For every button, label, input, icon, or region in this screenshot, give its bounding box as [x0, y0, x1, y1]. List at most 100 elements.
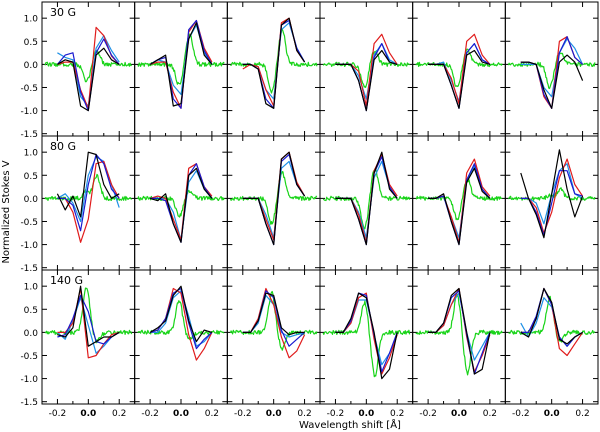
- x-tick-label: -0.2: [49, 409, 67, 419]
- series-green-line: [322, 300, 411, 378]
- row-label: 140 G: [50, 274, 83, 287]
- y-tick-label: 0.0: [24, 195, 39, 205]
- x-tick-label: -0.2: [234, 409, 252, 419]
- series-black-line: [428, 287, 491, 375]
- panel-r3-c3: -0.2 0.0 0.2: [226, 269, 321, 419]
- x-tick-label: 0.0: [358, 409, 374, 419]
- x-tick-label: -0.2: [512, 409, 530, 419]
- panel-frame: [226, 1, 321, 137]
- y-tick-label: 1.0: [24, 149, 39, 159]
- panel-r3-c2: -0.2 0.0 0.2: [134, 269, 228, 419]
- series-cyan-line: [520, 38, 584, 98]
- panel-frame: [134, 135, 228, 271]
- series-red-line: [57, 287, 120, 359]
- x-tick-label: 0.2: [205, 409, 219, 419]
- panel-r1-c5: [412, 1, 506, 137]
- series-cyan-line: [335, 42, 398, 100]
- series-blue-line: [56, 38, 120, 112]
- series-black-line: [335, 49, 398, 112]
- series-black-line: [428, 167, 491, 246]
- series-black-line: [242, 292, 305, 336]
- series-red-line: [520, 158, 584, 234]
- series-black-line: [520, 287, 583, 345]
- series-black-line: [335, 151, 398, 246]
- panel-r2-c5: [412, 135, 506, 271]
- x-tick-label: -0.2: [141, 409, 159, 419]
- x-axis-label: Wavelength shift [Å]: [299, 418, 401, 431]
- x-tick-label: 0.0: [173, 409, 189, 419]
- series-blue-line: [149, 19, 213, 109]
- x-tick-label: 0.0: [451, 409, 467, 419]
- series-black-line: [149, 22, 213, 107]
- panel-frame: [41, 1, 136, 137]
- series-blue-line: [242, 290, 305, 347]
- series-red-line: [57, 26, 120, 109]
- series-blue-line: [520, 36, 584, 109]
- series-blue-line: [57, 153, 120, 232]
- series-cyan-line: [150, 290, 213, 347]
- panel-r3-c6: -0.2 0.0 0.2: [504, 269, 599, 419]
- x-tick-label: 0.2: [575, 409, 589, 419]
- series-green-line: [415, 178, 503, 221]
- panel-grid: -1.5 -1.0 -0.5 0.0 0.5 1.0 30 G -1.5 -1.0 -0.5 0.0…: [20, 1, 599, 419]
- panel-frame: [319, 135, 414, 271]
- row-label: 30 G: [50, 6, 76, 19]
- panel-frame: [319, 269, 414, 405]
- panel-row-3: -1.5 -1.0 -0.5 0.0 0.5 1.0 -0.2 0.0 0.2 140 G -0.2…: [20, 269, 599, 419]
- panel-frame: [504, 1, 599, 137]
- panel-frame: [41, 269, 136, 405]
- series-red-line: [149, 163, 213, 241]
- panel-r3-c5: -0.2 0.0 0.2: [412, 269, 506, 419]
- panel-frame: [134, 1, 228, 137]
- series-blue-line: [150, 163, 213, 243]
- series-blue-line: [335, 42, 398, 112]
- series-blue-line: [149, 287, 213, 350]
- x-tick-label: -0.2: [327, 409, 345, 419]
- panel-frame: [226, 269, 321, 405]
- panel-r2-c2: [134, 135, 228, 271]
- series-black-line: [242, 17, 306, 109]
- series-black-line: [56, 151, 120, 218]
- series-black-line: [520, 54, 584, 109]
- series-black-line: [149, 167, 213, 243]
- panel-frame: [412, 135, 506, 271]
- panel-row-2: -1.5 -1.0 -0.5 0.0 0.5 1.0 80 G: [20, 135, 599, 274]
- y-axis-label: Normalized Stokes V: [1, 160, 12, 263]
- y-tick-label: -1.5: [20, 130, 38, 140]
- panel-r2-c4: [319, 135, 414, 271]
- series-red-line: [520, 287, 584, 357]
- x-tick-label: 0.0: [544, 409, 560, 419]
- series-green-line: [229, 290, 318, 351]
- x-tick-label: 0.2: [390, 409, 404, 419]
- panel-frame: [412, 1, 506, 137]
- series-black-line: [242, 151, 306, 246]
- series-black-line: [520, 149, 584, 239]
- series-cyan-line: [428, 165, 491, 239]
- y-tick-label: 0.5: [24, 306, 38, 316]
- y-tick-label: 0.5: [24, 172, 38, 182]
- series-green-line: [44, 49, 133, 83]
- series-black-line: [57, 47, 120, 112]
- panel-r2-c6: [504, 135, 599, 271]
- series-black-line: [57, 285, 120, 347]
- x-tick-label: 0.2: [297, 409, 311, 419]
- panel-frame: [319, 1, 414, 137]
- series-green-line: [322, 50, 411, 89]
- x-tick-label: 0.0: [80, 409, 96, 419]
- y-tick-label: -0.5: [20, 352, 38, 362]
- panel-r1-c2: [134, 1, 228, 137]
- series-red-line: [335, 33, 398, 107]
- y-tick-label: 0.5: [24, 38, 38, 48]
- series-green-line: [507, 52, 596, 90]
- panel-r1-c6: [504, 1, 599, 137]
- panel-r1-c3: [226, 1, 321, 137]
- series-black-line: [149, 285, 213, 343]
- panel-r2-c1: -1.5 -1.0 -0.5 0.0 0.5 1.0 80 G: [20, 135, 136, 274]
- row-label: 80 G: [50, 140, 76, 153]
- series-red-line: [520, 36, 584, 109]
- panel-frame: [226, 135, 321, 271]
- y-tick-label: 0.0: [24, 61, 39, 71]
- series-red-line: [428, 33, 491, 105]
- x-tick-label: 0.2: [112, 409, 126, 419]
